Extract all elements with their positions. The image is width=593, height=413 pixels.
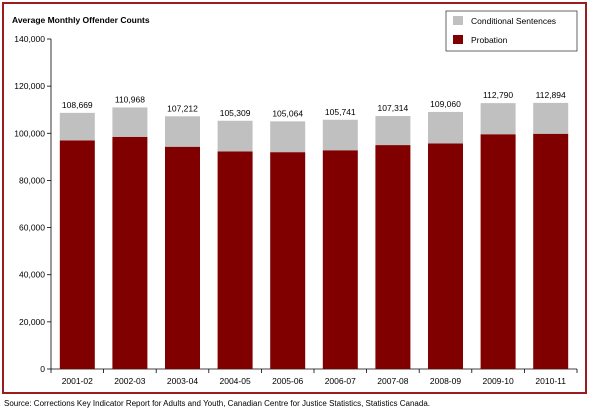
bar-probation (322, 150, 358, 369)
total-label: 110,968 (115, 94, 145, 104)
legend: Conditional Sentences Probation (445, 10, 578, 52)
total-label: 105,064 (272, 108, 303, 118)
total-label: 112,790 (483, 90, 513, 100)
source-note: Source: Corrections Key Indicator Report… (4, 399, 430, 408)
bar-conditional-sentences (375, 116, 411, 146)
bar-conditional-sentences (480, 103, 516, 135)
x-tick-label: 2003-04 (167, 376, 198, 386)
legend-label-probation: Probation (471, 35, 508, 45)
y-tick-label: 60,000 (19, 223, 45, 233)
bar-probation (59, 140, 95, 369)
legend-label-conditional: Conditional Sentences (471, 16, 556, 26)
bar-probation (533, 133, 569, 369)
x-tick-label: 2007-08 (377, 376, 408, 386)
bar-conditional-sentences (112, 107, 148, 137)
x-tick-label: 2009-10 (482, 376, 513, 386)
y-tick-label: 20,000 (19, 317, 45, 327)
x-tick-label: 2002-03 (114, 376, 145, 386)
bar-conditional-sentences (217, 120, 253, 152)
total-label: 105,741 (325, 107, 356, 117)
chart-frame: Average Monthly Offender Counts 0 20,000 4… (2, 2, 587, 394)
bar-conditional-sentences (322, 119, 358, 151)
labels: 108,669 2001-02 110,968 2002-03 107,212 2003-… (62, 90, 567, 386)
y-tick-label: 120,000 (14, 81, 45, 91)
x-tick-label: 2001-02 (62, 376, 93, 386)
bar-conditional-sentences (165, 116, 200, 147)
bar-probation (112, 136, 148, 369)
legend-box (445, 10, 578, 52)
total-label: 105,309 (220, 108, 251, 118)
bar-probation (270, 152, 306, 369)
legend-swatch-probation (453, 35, 463, 44)
legend-swatch-conditional (453, 16, 463, 25)
bar-probation (375, 145, 411, 369)
total-label: 107,314 (378, 103, 409, 113)
x-tick-label: 2010-11 (535, 376, 566, 386)
bar-probation (217, 151, 253, 369)
x-tick-label: 2006-07 (325, 376, 356, 386)
bar-probation (480, 134, 516, 369)
y-tick-label: 40,000 (19, 270, 45, 280)
bar-conditional-sentences (270, 121, 306, 153)
bar-probation (428, 143, 463, 369)
bar-conditional-sentences (428, 111, 463, 144)
y-tick-label: 100,000 (14, 128, 45, 138)
x-tick-label: 2005-06 (272, 376, 303, 386)
y-tick-label: 140,000 (14, 34, 45, 44)
x-tick-label: 2008-09 (430, 376, 461, 386)
total-label: 112,894 (536, 90, 566, 100)
bar-probation (165, 146, 200, 369)
bars (59, 102, 569, 369)
chart-title: Average Monthly Offender Counts (12, 15, 150, 25)
total-label: 109,060 (430, 99, 461, 109)
bar-conditional-sentences (533, 102, 569, 134)
total-label: 108,669 (62, 100, 93, 110)
bar-conditional-sentences (59, 112, 95, 141)
total-label: 107,212 (167, 103, 198, 113)
y-tick-label: 0 (40, 364, 45, 374)
chart-svg: Average Monthly Offender Counts 0 20,000 4… (12, 10, 578, 386)
x-tick-label: 2004-05 (219, 376, 250, 386)
y-tick-label: 80,000 (19, 175, 45, 185)
